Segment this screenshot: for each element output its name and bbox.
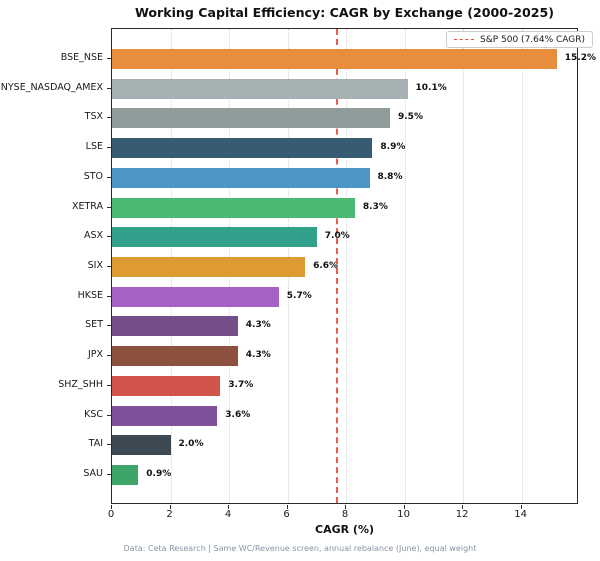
x-tick-label: 14 (514, 509, 527, 520)
y-tick-mark (107, 295, 111, 297)
y-tick-mark (107, 147, 111, 149)
bar-value-label: 7.0% (324, 231, 350, 242)
bar-value-label: 4.3% (245, 320, 271, 331)
bar (112, 286, 279, 307)
plot-area (111, 28, 578, 504)
bar (112, 405, 218, 426)
y-tick-mark (107, 325, 111, 327)
x-tick-label: 8 (341, 509, 349, 520)
x-tick-mark (520, 505, 522, 509)
x-tick-label: 2 (166, 509, 173, 520)
bar-value-label: 9.5% (398, 112, 423, 123)
y-tick-mark (107, 117, 111, 119)
bar-value-label: 5.7% (286, 290, 312, 301)
bar (112, 108, 390, 129)
bar-value-label: 3.7% (228, 379, 254, 390)
y-tick-label: SET (85, 319, 103, 331)
y-tick-mark (107, 474, 111, 475)
bar (112, 346, 238, 367)
x-tick-label: 0 (107, 509, 115, 520)
y-tick-label: SIX (87, 260, 103, 271)
footer-note: Data: Ceta Research | Same WC/Revenue sc… (123, 544, 477, 553)
bar-value-label: 10.1% (415, 82, 447, 93)
y-tick-label: TSX (84, 111, 103, 123)
bar (112, 316, 238, 337)
x-tick-mark (228, 505, 229, 509)
dashed-line-legend-icon (454, 39, 474, 40)
y-tick-label: SAU (83, 468, 103, 479)
bar-value-label: 8.3% (362, 201, 388, 212)
bar (112, 227, 317, 248)
y-tick-mark (107, 206, 111, 208)
x-tick-label: 10 (397, 509, 410, 520)
y-tick-mark (107, 87, 111, 89)
grid-line (346, 29, 348, 503)
y-tick-label: HKSE (77, 289, 103, 301)
bar-value-label: 3.6% (225, 409, 251, 420)
x-tick-label: 6 (283, 509, 290, 520)
y-tick-label: ASX (83, 230, 103, 242)
y-tick-label: XETRA (71, 200, 103, 212)
y-tick-label: TAI (88, 438, 103, 450)
bar-value-label: 0.9% (146, 469, 172, 479)
grid-line (463, 29, 465, 503)
x-axis-title: CAGR (%) (315, 523, 374, 536)
bar (112, 78, 408, 99)
y-tick-label: STO (83, 170, 103, 182)
y-tick-mark (107, 355, 111, 357)
y-tick-mark (107, 266, 111, 267)
x-tick-label: 12 (455, 509, 469, 520)
y-tick-mark (107, 384, 111, 386)
y-tick-mark (107, 176, 111, 178)
y-tick-label: SHZ_SHH (58, 378, 103, 390)
bar-value-label: 8.9% (380, 142, 406, 153)
x-tick-mark (111, 505, 112, 509)
legend: S&P 500 (7.64% CAGR) (446, 31, 594, 48)
y-tick-mark (107, 444, 111, 446)
y-tick-label: BSE_NSE (60, 52, 103, 63)
y-tick-label: KSC (84, 408, 103, 420)
legend-label: S&P 500 (7.64% CAGR) (480, 34, 586, 45)
bar (112, 138, 373, 159)
grid-line (404, 29, 406, 503)
y-tick-label: JPX (87, 349, 103, 361)
y-tick-mark (107, 236, 111, 238)
bar (112, 465, 139, 485)
chart-title: Working Capital Efficiency: CAGR by Exch… (134, 5, 555, 20)
x-tick-mark (462, 505, 464, 509)
x-tick-mark (169, 505, 171, 509)
bar-value-label: 6.6% (313, 261, 339, 271)
bar (112, 197, 355, 218)
y-tick-mark (107, 414, 111, 416)
bar (112, 257, 306, 277)
bar (112, 375, 221, 396)
y-tick-label: NYSE_NASDAQ_AMEX (0, 81, 103, 93)
x-tick-mark (286, 505, 288, 509)
bar-value-label: 2.0% (178, 439, 204, 450)
y-tick-mark (107, 58, 111, 59)
y-tick-label: LSE (85, 141, 103, 153)
bar-value-label: 8.8% (377, 171, 403, 182)
x-tick-mark (345, 505, 347, 509)
reference-line (335, 29, 338, 503)
grid-line (521, 29, 523, 503)
bar-value-label: 15.2% (564, 53, 597, 63)
bar (112, 167, 370, 188)
x-tick-mark (403, 505, 405, 509)
bar (112, 49, 557, 69)
x-tick-label: 4 (224, 509, 232, 520)
bar-value-label: 4.3% (245, 350, 271, 361)
bar (112, 435, 171, 456)
